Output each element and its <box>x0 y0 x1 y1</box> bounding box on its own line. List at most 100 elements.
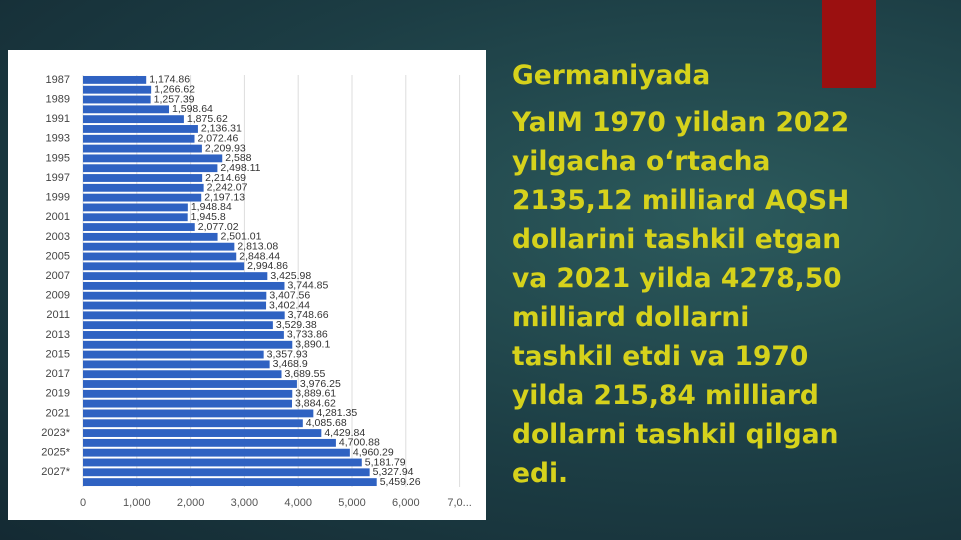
bar <box>83 115 184 124</box>
bar <box>83 125 198 133</box>
value-label: 5,181.79 <box>365 456 406 468</box>
text-line: milliard dollarni <box>512 302 750 333</box>
value-label: 3,889.61 <box>295 388 336 400</box>
value-label: 4,960.29 <box>353 446 394 458</box>
value-label: 2,242.07 <box>207 182 248 194</box>
bar <box>83 105 170 114</box>
bar <box>83 281 285 290</box>
y-tick-label: 2001 <box>46 211 70 223</box>
bar <box>83 340 293 349</box>
bar <box>83 438 336 447</box>
y-tick-label: 1991 <box>46 113 70 125</box>
value-label: 3,689.55 <box>284 368 325 380</box>
y-tick-label: 2019 <box>46 388 70 400</box>
value-label: 3,748.66 <box>288 309 329 321</box>
bar <box>83 95 151 104</box>
bar <box>83 203 188 212</box>
bar <box>83 448 350 457</box>
bar <box>83 399 292 408</box>
y-tick-label: 2021 <box>46 407 70 419</box>
value-label: 3,733.86 <box>287 329 328 341</box>
value-label: 3,976.25 <box>300 378 341 390</box>
text-line: YaIM 1970 yildan 2022 <box>512 107 850 138</box>
red-accent <box>822 0 876 88</box>
value-label: 3,402.44 <box>269 299 310 311</box>
bar <box>83 193 202 202</box>
bar <box>83 134 195 143</box>
y-tick-label: 2023* <box>41 427 70 439</box>
bar <box>83 164 218 173</box>
value-label: 2,994.86 <box>247 260 288 272</box>
value-label: 2,077.02 <box>198 221 239 233</box>
text-line: va 2021 yilda 4278,50 <box>512 263 842 294</box>
value-label: 3,357.93 <box>267 348 308 360</box>
text-line: Germaniyada <box>512 60 711 91</box>
value-label: 1,598.64 <box>172 103 213 115</box>
value-label: 2,072.46 <box>197 133 238 145</box>
value-label: 3,890.1 <box>295 339 330 351</box>
bar <box>83 350 264 359</box>
y-tick-label: 2015 <box>46 348 70 360</box>
value-label: 1,257.39 <box>154 93 195 105</box>
y-tick-label: 1999 <box>46 192 70 204</box>
value-label: 2,214.69 <box>205 172 246 184</box>
value-label: 1,945.8 <box>191 211 226 223</box>
bar <box>83 291 267 300</box>
bar <box>83 174 203 182</box>
bar <box>83 272 268 281</box>
y-tick-label: 1997 <box>46 172 70 184</box>
x-tick-label: 0 <box>80 497 86 509</box>
y-tick-label: 1987 <box>46 74 70 86</box>
x-tick-label: 7,0... <box>447 497 471 509</box>
x-tick-label: 5,000 <box>338 497 366 509</box>
bar <box>83 232 218 241</box>
x-tick-label: 2,000 <box>177 497 205 509</box>
y-tick-label: 2017 <box>46 368 70 380</box>
bar <box>83 144 202 153</box>
y-tick-label: 2013 <box>46 329 70 341</box>
y-tick-label: 1993 <box>46 133 70 145</box>
text-line: yilgacha o‘rtacha <box>512 146 771 177</box>
value-label: 4,085.68 <box>306 417 347 429</box>
value-label: 2,197.13 <box>204 191 245 203</box>
value-label: 2,588 <box>225 152 251 164</box>
bar <box>83 85 152 94</box>
value-label: 1,875.62 <box>187 113 228 125</box>
y-tick-label: 2003 <box>46 231 70 243</box>
bar <box>83 311 285 320</box>
bar <box>83 468 370 477</box>
value-label: 1,174.86 <box>149 74 190 86</box>
value-label: 2,848.44 <box>239 250 280 262</box>
text-line: tashkil etdi va 1970 <box>512 341 809 372</box>
value-label: 4,281.35 <box>316 407 357 419</box>
bar <box>83 409 314 418</box>
bar <box>83 183 204 192</box>
value-label: 1,948.84 <box>191 201 232 213</box>
text-line: edi. <box>512 458 569 489</box>
x-tick-label: 4,000 <box>284 497 312 509</box>
value-label: 3,744.85 <box>287 280 328 292</box>
bar <box>83 429 322 437</box>
value-label: 2,136.31 <box>201 123 242 135</box>
bar <box>83 242 235 251</box>
bar <box>83 331 284 339</box>
text-line: dollarini tashkil etgan <box>512 224 842 255</box>
y-tick-label: 2025* <box>41 447 70 459</box>
y-tick-label: 2009 <box>46 290 70 302</box>
bar <box>83 478 377 487</box>
bar <box>83 458 362 467</box>
value-label: 2,209.93 <box>205 142 246 154</box>
x-tick-label: 3,000 <box>231 497 259 509</box>
bar <box>83 380 297 388</box>
bar <box>83 262 245 271</box>
value-label: 3,529.38 <box>276 319 317 331</box>
value-label: 4,700.88 <box>339 437 380 449</box>
value-label: 5,327.94 <box>373 466 414 478</box>
y-tick-label: 1995 <box>46 152 70 164</box>
bar <box>83 389 293 398</box>
text-line: 2135,12 milliard AQSH <box>512 185 850 216</box>
y-tick-label: 1989 <box>46 93 70 105</box>
value-label: 3,407.56 <box>269 289 310 301</box>
value-label: 3,425.98 <box>270 270 311 282</box>
